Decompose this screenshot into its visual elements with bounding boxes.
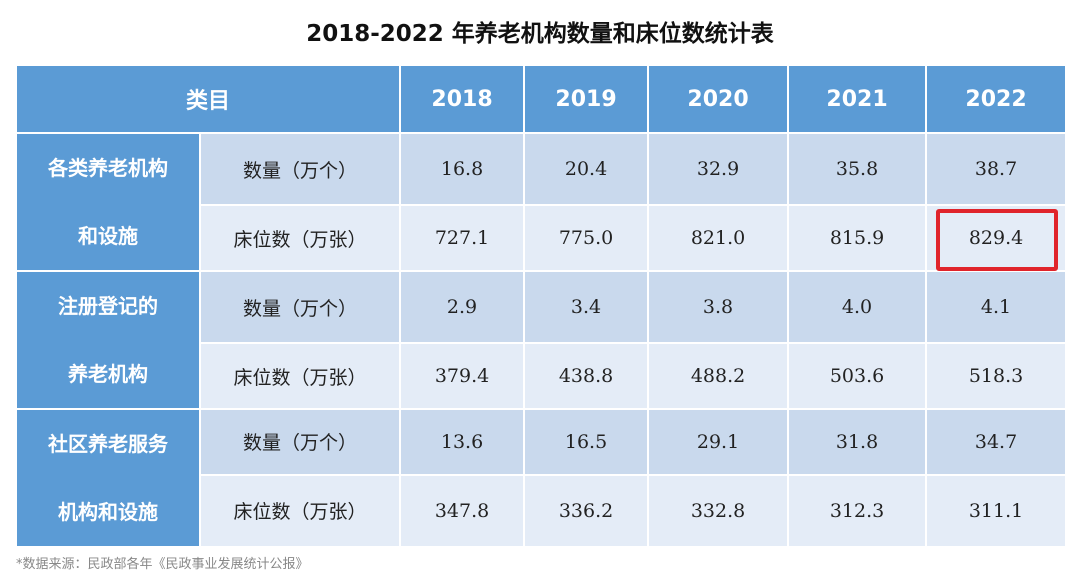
group-label-line: 各类养老机构 bbox=[48, 156, 168, 180]
value-cell: 332.8 bbox=[647, 473, 790, 549]
value-cell: 815.9 bbox=[787, 204, 928, 272]
header-category: 类目 bbox=[14, 64, 402, 134]
highlighted-value-cell: 829.4 bbox=[925, 204, 1068, 272]
value-cell: 311.1 bbox=[925, 473, 1068, 549]
value-cell: 31.8 bbox=[787, 408, 928, 476]
value-cell: 488.2 bbox=[647, 342, 790, 410]
value-cell: 503.6 bbox=[787, 342, 928, 410]
data-source-note: *数据来源：民政部各年《民政事业发展统计公报》 bbox=[16, 557, 309, 572]
group-label: 注册登记的 养老机构 bbox=[15, 270, 201, 410]
value-cell: 35.8 bbox=[787, 131, 928, 207]
value-cell: 3.8 bbox=[647, 269, 790, 345]
value-cell: 3.4 bbox=[523, 269, 650, 345]
highlight-box bbox=[936, 209, 1059, 271]
header-year: 2020 bbox=[647, 64, 790, 134]
group-label-line: 社区养老服务 bbox=[48, 432, 168, 456]
table-row: 各类养老机构 和设施 数量（万个） 16.8 20.4 32.9 35.8 38… bbox=[15, 131, 1068, 272]
value-cell: 29.1 bbox=[647, 408, 790, 476]
value-cell: 4.1 bbox=[925, 269, 1068, 345]
row-label: 数量（万个） bbox=[198, 131, 402, 207]
table-row: 床位数（万张） 727.1 775.0 821.0 815.9 829.4 bbox=[16, 204, 1068, 272]
table-row: 注册登记的 养老机构 数量（万个） 2.9 3.4 3.8 4.0 4.1 bbox=[15, 269, 1068, 410]
value-cell: 4.0 bbox=[787, 269, 928, 345]
highlighted-value: 829.4 bbox=[968, 227, 1024, 250]
group-label: 社区养老服务 机构和设施 bbox=[15, 408, 201, 548]
value-cell: 336.2 bbox=[523, 473, 650, 549]
value-cell: 2.9 bbox=[399, 269, 526, 345]
value-cell: 32.9 bbox=[647, 131, 790, 207]
value-cell: 34.7 bbox=[925, 408, 1068, 476]
group-label-line: 养老机构 bbox=[68, 362, 148, 386]
value-cell: 438.8 bbox=[523, 342, 650, 410]
value-cell: 347.8 bbox=[399, 473, 526, 549]
value-cell: 38.7 bbox=[925, 131, 1068, 207]
group-label-line: 和设施 bbox=[78, 224, 138, 248]
header-year: 2018 bbox=[399, 64, 526, 134]
row-label: 床位数（万张） bbox=[198, 342, 402, 410]
value-cell: 775.0 bbox=[523, 204, 650, 272]
table-row: 社区养老服务 机构和设施 数量（万个） 13.6 16.5 29.1 31.8 … bbox=[15, 408, 1068, 548]
header-year: 2021 bbox=[787, 64, 928, 134]
header-year: 2022 bbox=[925, 64, 1068, 134]
group-label-line: 机构和设施 bbox=[58, 500, 158, 524]
value-cell: 16.5 bbox=[523, 408, 650, 476]
value-cell: 20.4 bbox=[523, 131, 650, 207]
page-title: 2018-2022 年养老机构数量和床位数统计表 bbox=[306, 21, 774, 47]
row-label: 床位数（万张） bbox=[198, 204, 402, 272]
table-row: 床位数（万张） 379.4 438.8 488.2 503.6 518.3 bbox=[16, 342, 1068, 410]
value-cell: 518.3 bbox=[925, 342, 1068, 410]
row-label: 数量（万个） bbox=[198, 269, 402, 345]
value-cell: 16.8 bbox=[399, 131, 526, 207]
value-cell: 13.6 bbox=[399, 408, 526, 476]
row-label: 数量（万个） bbox=[198, 408, 402, 476]
group-label-line: 注册登记的 bbox=[58, 294, 158, 318]
value-cell: 727.1 bbox=[399, 204, 526, 272]
value-cell: 379.4 bbox=[399, 342, 526, 410]
row-label: 床位数（万张） bbox=[198, 473, 402, 549]
table-row: 床位数（万张） 347.8 336.2 332.8 312.3 311.1 bbox=[16, 473, 1068, 549]
value-cell: 821.0 bbox=[647, 204, 790, 272]
value-cell: 312.3 bbox=[787, 473, 928, 549]
header-row: 类目 2018 2019 2020 2021 2022 bbox=[14, 64, 1068, 134]
header-year: 2019 bbox=[523, 64, 650, 134]
stats-table: 类目 2018 2019 2020 2021 2022 各类养老机构 和设施 数… bbox=[14, 64, 1068, 549]
group-label: 各类养老机构 和设施 bbox=[15, 132, 201, 272]
